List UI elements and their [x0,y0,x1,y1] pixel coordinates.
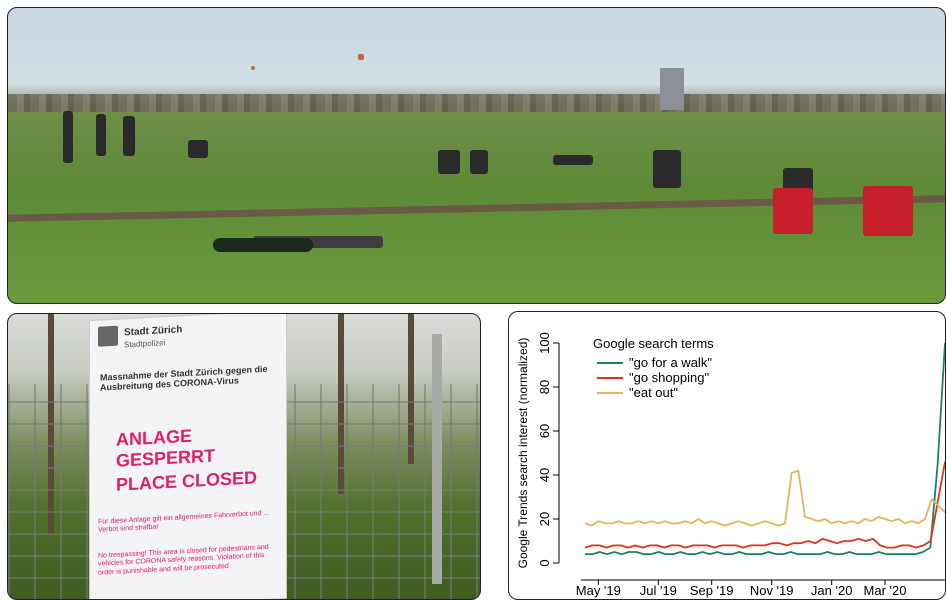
person [188,140,208,158]
person-red-jacket [863,186,913,236]
chart-lines [584,342,945,556]
kite [358,54,364,60]
x-tick-label: Jul '19 [640,583,677,598]
x-tick-label: Jan '20 [811,583,853,598]
city-logo-icon [98,325,118,347]
chart-panel: 0 20 40 60 80 100 Google Trends search interes… [508,311,946,600]
person [123,116,135,156]
person [653,150,681,188]
y-tick-label: 100 [537,332,552,354]
y-tick-label: 80 [537,380,552,394]
y-tick-label: 60 [537,424,552,438]
photo-closed-sign: Stadt Zürich Stadtpolizei Massnahme der … [7,313,481,600]
photo-park-crowd [7,7,946,304]
person [553,155,593,165]
person [63,111,73,163]
person [96,114,106,156]
kite [251,66,255,70]
sign-notice: Massnahme der Stadt Zürich gegen die Aus… [100,363,268,393]
tower-building [660,68,684,110]
legend-title: Google search terms [593,336,714,351]
closure-sign: Stadt Zürich Stadtpolizei Massnahme der … [90,314,286,599]
x-tick-label: May '19 [576,583,621,598]
legend-entry: "go for a walk" [629,355,712,370]
bicycle [213,238,313,252]
sign-subheader: Stadtpolizei [124,338,166,350]
person [470,150,488,174]
treeline [8,94,945,112]
y-axis-label: Google Trends search interest (normalize… [516,338,530,569]
x-tick-label: Mar '20 [864,583,907,598]
trends-chart: 0 20 40 60 80 100 Google Trends search interes… [516,332,945,598]
chart-legend: Google search terms "go for a walk""go sh… [593,336,714,400]
series-line [585,342,945,556]
legend-entry: "go shopping" [629,370,709,385]
y-tick-label: 40 [537,468,552,482]
sign-header: Stadt Zürich [124,324,183,339]
sign-closed-german: ANLAGE GESPERRT [116,425,216,471]
fence-pole [432,334,442,584]
legend-entry: "eat out" [629,385,678,400]
x-tick-label: Nov '19 [750,583,794,598]
person [438,150,460,174]
y-tick-label: 20 [537,512,552,526]
person-red-jacket [773,188,813,234]
sign-closed-english: PLACE CLOSED [116,467,258,495]
series-line [584,469,945,527]
x-tick-label: Sep '19 [690,583,734,598]
series-line [584,461,945,549]
sign-small-german: Für diese Anlage gilt ein allgemeines Fa… [98,509,270,535]
sign-small-english: No trespassing! This area is closed for … [98,543,269,577]
y-tick-label: 0 [537,559,552,566]
chart-axes: 0 20 40 60 80 100 Google Trends search interes… [516,332,945,598]
